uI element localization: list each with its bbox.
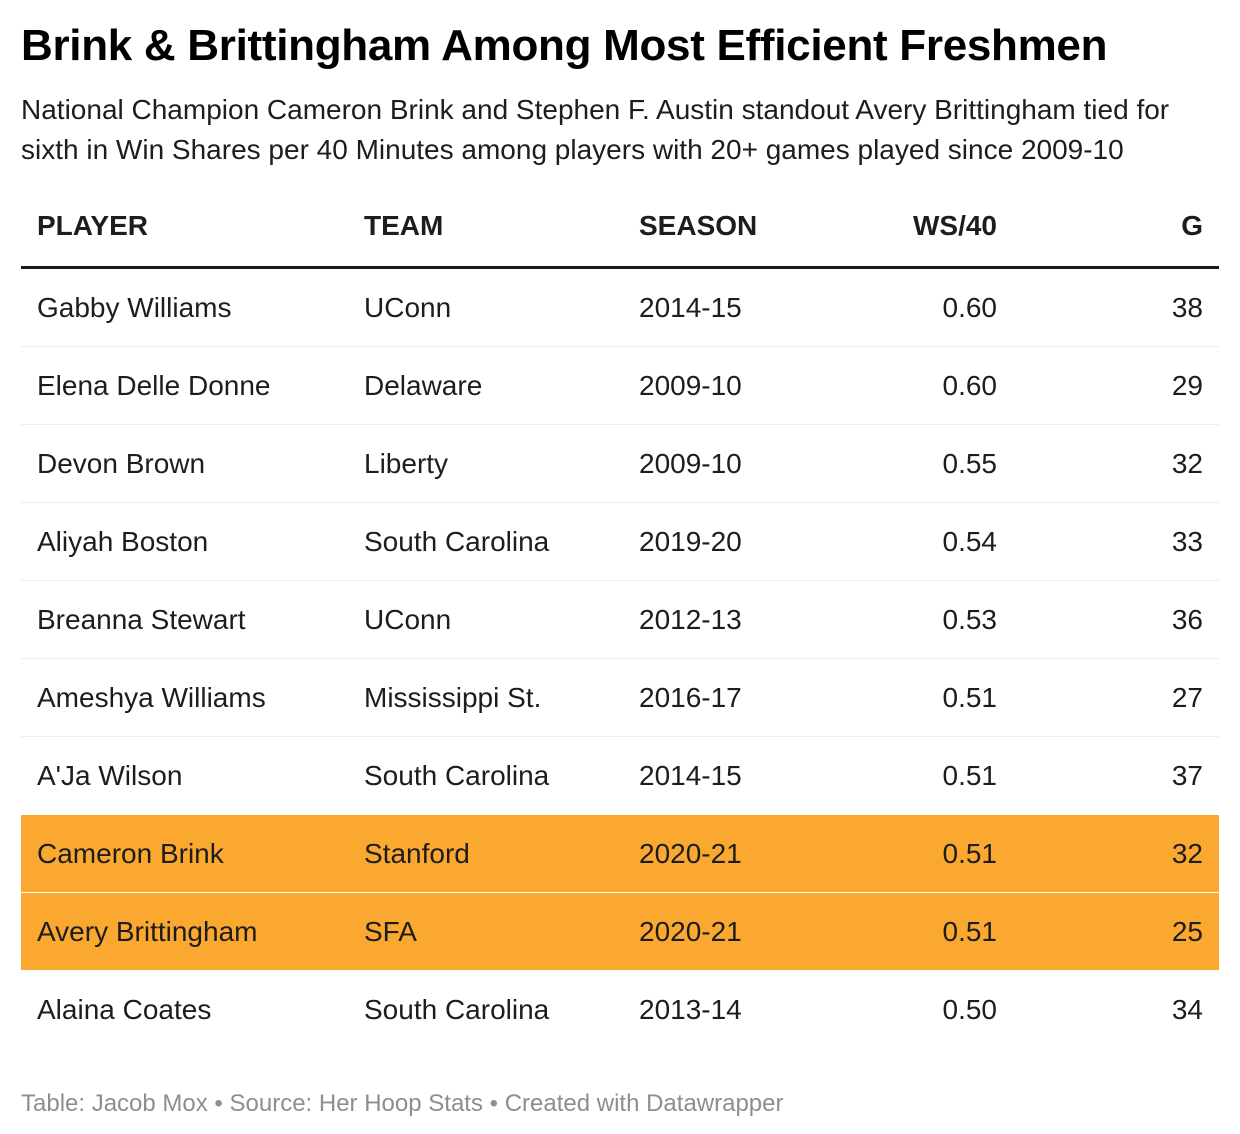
cell-g: 27 [1171, 681, 1203, 713]
cell-ws40: 0.60 [942, 291, 998, 323]
table-row: Gabby Williams UConn 2014-15 0.60 38 [21, 268, 1219, 347]
table-row: Breanna Stewart UConn 2012-13 0.53 36 [21, 580, 1219, 659]
cell-player: Alaina Coates [37, 993, 212, 1025]
cell-g: 38 [1171, 291, 1203, 323]
table-row: Aliyah Boston South Carolina 2019-20 0.54 33 [21, 502, 1219, 581]
cell-g: 36 [1171, 603, 1203, 635]
cell-team: UConn [364, 291, 452, 323]
cell-g: 34 [1171, 993, 1203, 1025]
cell-player: Cameron Brink [37, 837, 224, 869]
cell-player: Ameshya Williams [37, 681, 266, 713]
cell-player: Avery Brittingham [37, 915, 258, 947]
cell-team: South Carolina [364, 993, 550, 1025]
cell-team: South Carolina [364, 525, 550, 557]
cell-ws40: 0.51 [942, 837, 998, 869]
cell-player: Elena Delle Donne [37, 369, 271, 401]
cell-season: 2012-13 [639, 603, 742, 635]
table-body: Gabby Williams UConn 2014-15 0.60 38 Elena De… [21, 268, 1219, 1049]
cell-season: 2014-15 [639, 759, 742, 791]
cell-team: Delaware [364, 369, 483, 401]
cell-team: Liberty [364, 447, 449, 479]
table-row: Devon Brown Liberty 2009-10 0.55 32 [21, 424, 1219, 503]
column-header-ws40: WS/40 [843, 176, 1013, 270]
cell-season: 2020-21 [639, 837, 742, 869]
cell-g: 37 [1171, 759, 1203, 791]
cell-team: Mississippi St. [364, 681, 542, 713]
cell-ws40: 0.51 [942, 759, 998, 791]
cell-player: Breanna Stewart [37, 603, 246, 635]
cell-ws40: 0.51 [942, 681, 998, 713]
cell-g: 29 [1171, 369, 1203, 401]
cell-season: 2009-10 [639, 369, 742, 401]
cell-ws40: 0.55 [942, 447, 998, 479]
cell-team: UConn [364, 603, 452, 635]
cell-player: A'Ja Wilson [37, 759, 183, 791]
cell-ws40: 0.54 [942, 525, 998, 557]
cell-season: 2020-21 [639, 915, 742, 947]
cell-g: 33 [1171, 525, 1203, 557]
page-title: Brink & Brittingham Among Most Efficient… [21, 21, 1108, 70]
cell-season: 2013-14 [639, 993, 742, 1025]
column-header-player: PLAYER [21, 176, 348, 270]
table-row: Cameron Brink Stanford 2020-21 0.51 32 [21, 814, 1219, 893]
table-row: Ameshya Williams Mississippi St. 2016-17 0.… [21, 658, 1219, 737]
cell-g: 25 [1171, 915, 1203, 947]
table-row: A'Ja Wilson South Carolina 2014-15 0.51 37 [21, 736, 1219, 815]
table-header-row: PLAYER TEAM SEASON WS/40 G [21, 176, 1219, 270]
cell-player: Gabby Williams [37, 291, 232, 323]
table-row: Avery Brittingham SFA 2020-21 0.51 25 [21, 892, 1219, 971]
cell-player: Aliyah Boston [37, 525, 209, 557]
cell-season: 2009-10 [639, 447, 742, 479]
cell-ws40: 0.50 [942, 993, 998, 1025]
column-header-g: G [1013, 176, 1219, 270]
column-header-team: TEAM [348, 176, 623, 270]
cell-ws40: 0.53 [942, 603, 998, 635]
cell-g: 32 [1171, 447, 1203, 479]
cell-team: Stanford [364, 837, 470, 869]
column-header-season: SEASON [623, 176, 843, 270]
page-subtitle: National Champion Cameron Brink and Step… [21, 94, 1170, 166]
table-row: Alaina Coates South Carolina 2013-14 0.50 34 [21, 971, 1219, 1049]
cell-ws40: 0.51 [942, 915, 998, 947]
cell-season: 2014-15 [639, 291, 742, 323]
leaderboard-table: PLAYER TEAM SEASON WS/40 G Gabby Williams UCo… [21, 176, 1219, 1048]
cell-ws40: 0.60 [942, 369, 998, 401]
cell-g: 32 [1171, 837, 1203, 869]
table-row: Elena Delle Donne Delaware 2009-10 0.60 29 [21, 346, 1219, 425]
cell-team: SFA [364, 915, 417, 947]
cell-season: 2019-20 [639, 525, 742, 557]
cell-player: Devon Brown [37, 447, 206, 479]
cell-season: 2016-17 [639, 681, 742, 713]
attribution-text: Table: Jacob Mox • Source: Her Hoop Stat… [21, 1090, 784, 1118]
cell-team: South Carolina [364, 759, 550, 791]
